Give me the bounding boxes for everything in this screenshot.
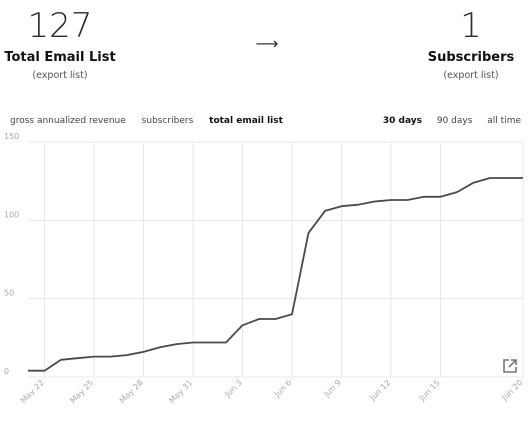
y-tick-label: 100 xyxy=(4,210,19,219)
data-point xyxy=(60,359,62,361)
data-point xyxy=(43,370,45,372)
data-point xyxy=(390,199,392,201)
data-point xyxy=(307,232,309,234)
data-point xyxy=(489,177,491,179)
data-point xyxy=(439,196,441,198)
subscribers-label: Subscribers xyxy=(427,50,515,65)
subscribers-stat: 1 Subscribers (export list) xyxy=(413,6,529,81)
data-point xyxy=(159,346,161,348)
tab-30-days[interactable]: 30 days xyxy=(382,116,422,126)
data-point xyxy=(208,341,210,343)
tab-subscribers[interactable]: subscribers xyxy=(141,116,194,126)
x-tick-label: May 31 xyxy=(167,378,194,405)
data-point xyxy=(192,341,194,343)
tab-total-email-list[interactable]: total email list xyxy=(209,116,283,126)
data-point xyxy=(340,205,342,207)
y-tick-label: 0 xyxy=(4,367,9,376)
data-point xyxy=(93,355,95,357)
x-tick-label: Jun 6 xyxy=(272,378,293,399)
subscribers-count: 1 xyxy=(460,6,482,46)
data-point xyxy=(472,182,474,184)
tab-90-days[interactable]: 90 days xyxy=(436,116,473,126)
data-point xyxy=(175,343,177,345)
data-point xyxy=(423,196,425,198)
export-subscribers-link[interactable]: (export list) xyxy=(443,70,499,81)
data-point xyxy=(109,355,111,357)
x-tick-label: Jun 12 xyxy=(367,378,392,403)
data-point xyxy=(505,177,507,179)
data-point xyxy=(291,313,293,315)
data-point xyxy=(76,357,78,359)
data-point xyxy=(258,318,260,320)
total-email-list-label: Total Email List xyxy=(4,50,116,65)
data-point xyxy=(324,210,326,212)
data-point xyxy=(406,199,408,201)
x-tick-label: May 25 xyxy=(68,378,95,405)
data-point xyxy=(27,370,29,372)
total-email-list-stat: 127 Total Email List (export list) xyxy=(0,6,120,81)
tab-all-time[interactable]: all time xyxy=(487,116,521,126)
data-point xyxy=(456,191,458,193)
time-range-tabs: 30 days 90 days all time xyxy=(371,116,521,126)
export-email-list-link[interactable]: (export list) xyxy=(32,70,88,81)
x-tick-label: May 22 xyxy=(19,378,46,405)
x-tick-label: Jun 3 xyxy=(223,378,244,399)
y-tick-label: 150 xyxy=(4,132,19,141)
x-tick-label: Jun 20 xyxy=(499,378,524,403)
tab-gross-annualized-revenue[interactable]: gross annualized revenue xyxy=(10,116,126,126)
metric-filter-tabs: gross annualized revenue subscribers tot… xyxy=(10,116,296,126)
data-point xyxy=(241,324,243,326)
data-point xyxy=(126,354,128,356)
x-tick-label: Jun 9 xyxy=(322,378,343,399)
arrow-right-icon: ⟶ xyxy=(255,34,279,53)
x-tick-label: Jun 15 xyxy=(417,378,442,403)
data-point xyxy=(357,203,359,205)
data-point xyxy=(142,351,144,353)
data-point xyxy=(522,177,524,179)
data-point xyxy=(225,341,227,343)
email-list-line-chart: 0 50 100 150 May 22 May 25 May 28 May 31 Jun 3 Ju… xyxy=(4,132,524,405)
series-line xyxy=(28,177,523,372)
total-email-list-count: 127 xyxy=(27,6,93,46)
y-tick-label: 50 xyxy=(4,289,14,298)
external-link-icon[interactable] xyxy=(502,358,518,374)
x-tick-label: May 28 xyxy=(118,378,145,405)
data-point xyxy=(373,200,375,202)
data-point xyxy=(274,318,276,320)
